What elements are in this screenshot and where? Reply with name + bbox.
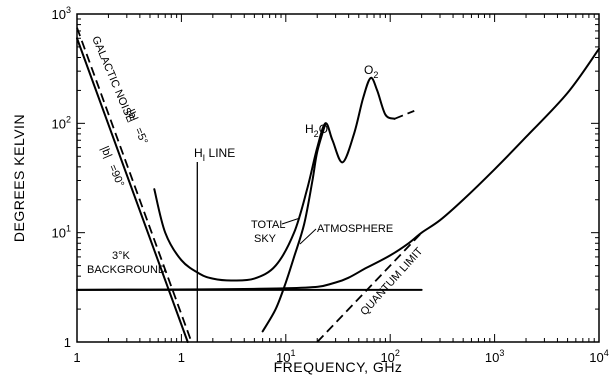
x-tick-base: 10 [485,350,499,365]
x-tick-base: 1 [73,350,80,365]
y-tick-base: 1 [64,335,71,350]
x-tick-label: 102 [380,348,399,365]
total-sky-label-line1: TOTAL [251,219,285,231]
atmosphere-pointer [299,228,317,245]
series-galactic-noise-b-90 [76,37,189,343]
hi-line-h: H [194,146,203,160]
y-axis-title: DEGREES KELVIN [11,114,27,242]
y-tick-label: 1 [64,335,71,350]
x-tick-base: 10 [380,350,394,365]
x-tick-exponent: 3 [499,348,504,358]
y-tick-label: 101 [52,224,71,241]
o2-label: O2 [364,63,378,80]
total-sky-label-line2: SKY [254,233,277,245]
o2-subscript: 2 [373,70,378,80]
quantum-limit-label: QUANTUM LIMIT [358,245,425,318]
plot-frame [76,13,600,343]
h2o-subscript: 2 [314,129,319,139]
x-tick-exponent: 1 [291,348,296,358]
b5-label-value: =5° [132,126,150,146]
background-label-line1: 3°K [112,250,131,262]
y-tick-base: 10 [52,7,66,22]
hi-line-label: HI LINE [194,146,235,163]
background-label-line2: BACKGROUND [87,264,166,276]
y-tick-label: 102 [52,114,71,131]
atmosphere-label: ATMOSPHERE [317,223,393,235]
b5-label-group: |b| =5° [124,107,149,146]
x-tick-label: 1 [178,350,185,365]
b5-label-prefix: |b| [124,107,140,123]
series-total-sky [153,76,396,282]
hi-line-suffix: LINE [205,146,235,160]
series-quantum-limit [316,232,423,343]
h2o-h: H [305,122,314,136]
series-atmosphere [261,122,327,333]
x-tick-label: 103 [485,348,504,365]
series-layer [76,27,600,343]
x-tick-base: 10 [589,350,603,365]
hi-line-subscript: I [203,153,206,163]
h2o-o: O [319,122,328,136]
y-tick-exponent: 2 [66,114,71,124]
annotation-pointers [281,217,317,245]
o2-o: O [364,63,373,77]
x-tick-base: 1 [178,350,185,365]
x-tick-label: 1 [73,350,80,365]
x-tick-exponent: 4 [604,348,609,358]
y-tick-label: 103 [52,5,71,22]
x-axis-title: FREQUENCY, GHz [274,359,403,375]
x-tick-exponent: 2 [395,348,400,358]
x-tick-label: 104 [589,348,608,365]
y-tick-base: 10 [52,116,66,131]
series-galactic-noise-b-5 [76,27,193,343]
series-total-sky-continuation [394,110,415,120]
y-tick-base: 10 [52,226,66,241]
x-tick-base: 10 [276,350,290,365]
total-sky-pointer [281,217,301,225]
x-tick-label: 101 [276,348,295,365]
y-tick-exponent: 1 [66,224,71,234]
b90-label-prefix: |b| [98,144,114,160]
y-tick-exponent: 3 [66,5,71,15]
h2o-label: H2O [305,122,328,139]
